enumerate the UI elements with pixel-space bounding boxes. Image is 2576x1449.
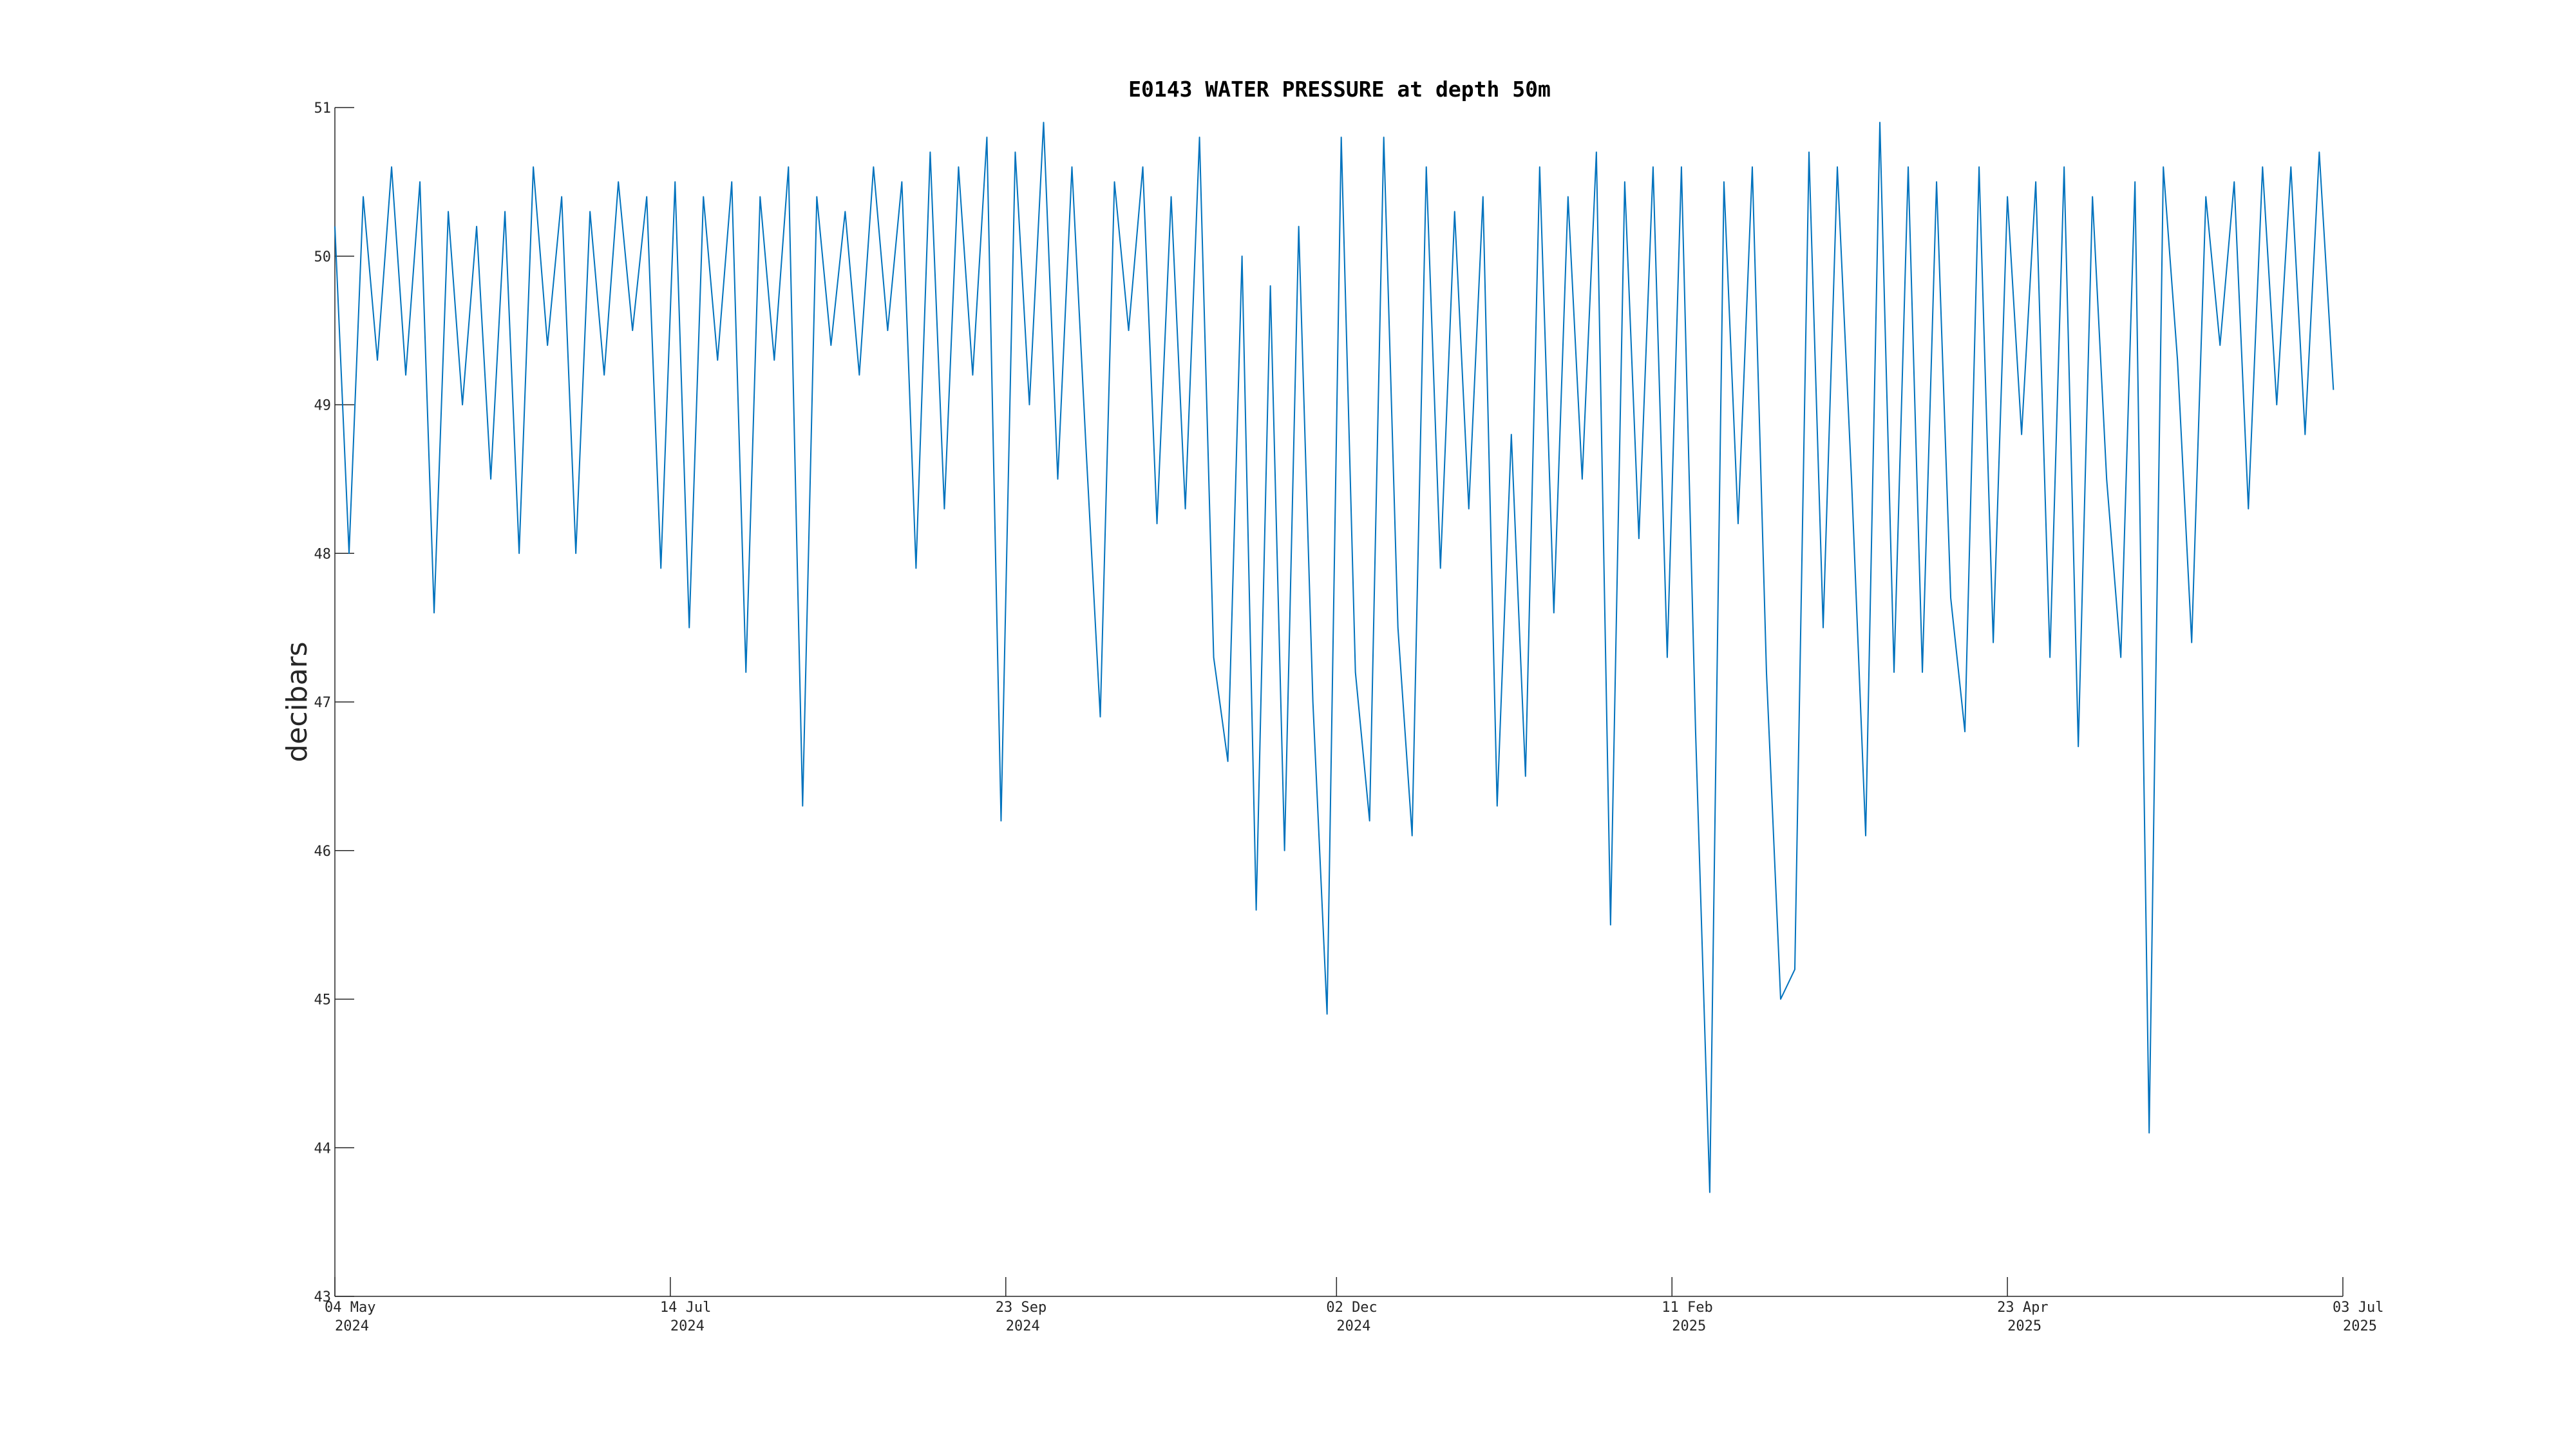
x-tick-label: 2025: [2343, 1318, 2377, 1334]
y-tick-label: 50: [314, 249, 332, 265]
y-tick-label: 46: [314, 844, 332, 860]
y-tick-label: 51: [314, 100, 332, 117]
x-tick-label: 2024: [670, 1318, 705, 1334]
data-line: [334, 122, 2334, 1193]
x-tick-label: 2024: [1006, 1318, 1040, 1334]
x-tick-label: 11 Feb: [1662, 1300, 1712, 1316]
y-tick-label: 49: [314, 398, 332, 414]
x-tick-label: 23 Apr: [1997, 1300, 2048, 1316]
x-tick-label: 2024: [335, 1318, 369, 1334]
x-tick-label: 2025: [2007, 1318, 2041, 1334]
y-tick-label: 48: [314, 546, 332, 562]
y-tick-label: 45: [314, 992, 332, 1009]
x-tick-label: 23 Sep: [996, 1300, 1046, 1316]
x-tick-label: 03 Jul: [2333, 1300, 2383, 1316]
chart-title: E0143 WATER PRESSURE at depth 50m: [1128, 77, 1551, 102]
y-tick-label: 44: [314, 1141, 332, 1157]
x-tick-label: 02 Dec: [1326, 1300, 1377, 1316]
y-tick-label: 43: [314, 1289, 332, 1305]
y-tick-label: 47: [314, 695, 332, 711]
x-tick-label: 14 Jul: [660, 1300, 711, 1316]
x-tick-label: 2024: [1336, 1318, 1370, 1334]
x-tick-label: 04 May: [325, 1300, 375, 1316]
y-axis-label: decibars: [281, 641, 314, 762]
x-tick-label: 2025: [1672, 1318, 1706, 1334]
